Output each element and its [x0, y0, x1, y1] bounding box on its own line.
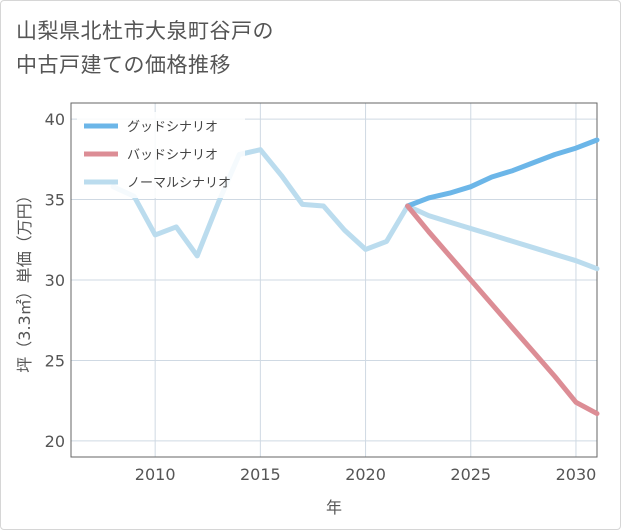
series-line-3 [110, 147, 600, 272]
x-tick-label: 2030 [556, 465, 597, 484]
y-tick-label: 30 [45, 271, 65, 290]
x-tick-label: 2015 [240, 465, 281, 484]
y-tick-label: 20 [45, 432, 65, 451]
legend-label: ノーマルシナリオ [127, 176, 231, 191]
x-tick-label: 2010 [135, 465, 176, 484]
legend-label: グッドシナリオ [127, 120, 218, 135]
series-lines [110, 137, 600, 417]
x-tick-label: 2020 [345, 465, 386, 484]
y-tick-label: 25 [45, 351, 65, 370]
y-axis-title: 坪（3.3㎡）単価（万円） [15, 187, 34, 372]
x-axis-title: 年 [326, 498, 342, 517]
y-tick-label: 35 [45, 191, 65, 210]
legend-label: バッドシナリオ [127, 148, 218, 163]
y-tick-label: 40 [45, 110, 65, 129]
series-line-1 [405, 137, 600, 209]
plot-area [70, 102, 598, 458]
series-line-2 [405, 203, 600, 417]
x-tick-label: 2025 [450, 465, 491, 484]
chart-title: 山梨県北杜市大泉町谷戸の 中古戸建ての価格推移 [16, 19, 274, 77]
